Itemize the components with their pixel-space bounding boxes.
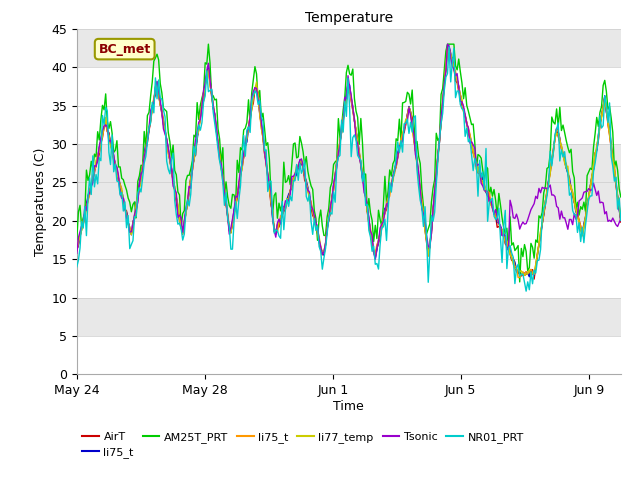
Bar [77, 144, 621, 221]
Legend: AirT, li75_t, AM25T_PRT, li75_t, li77_temp, Tsonic, NR01_PRT: AirT, li75_t, AM25T_PRT, li75_t, li77_te… [83, 432, 524, 458]
Bar [77, 221, 621, 298]
Text: BC_met: BC_met [99, 43, 151, 56]
Bar [77, 336, 621, 374]
Y-axis label: Temperatures (C): Temperatures (C) [34, 147, 47, 256]
Bar [77, 29, 621, 67]
Bar [77, 67, 621, 144]
Title: Temperature: Temperature [305, 11, 393, 25]
X-axis label: Time: Time [333, 400, 364, 413]
Bar [77, 298, 621, 336]
